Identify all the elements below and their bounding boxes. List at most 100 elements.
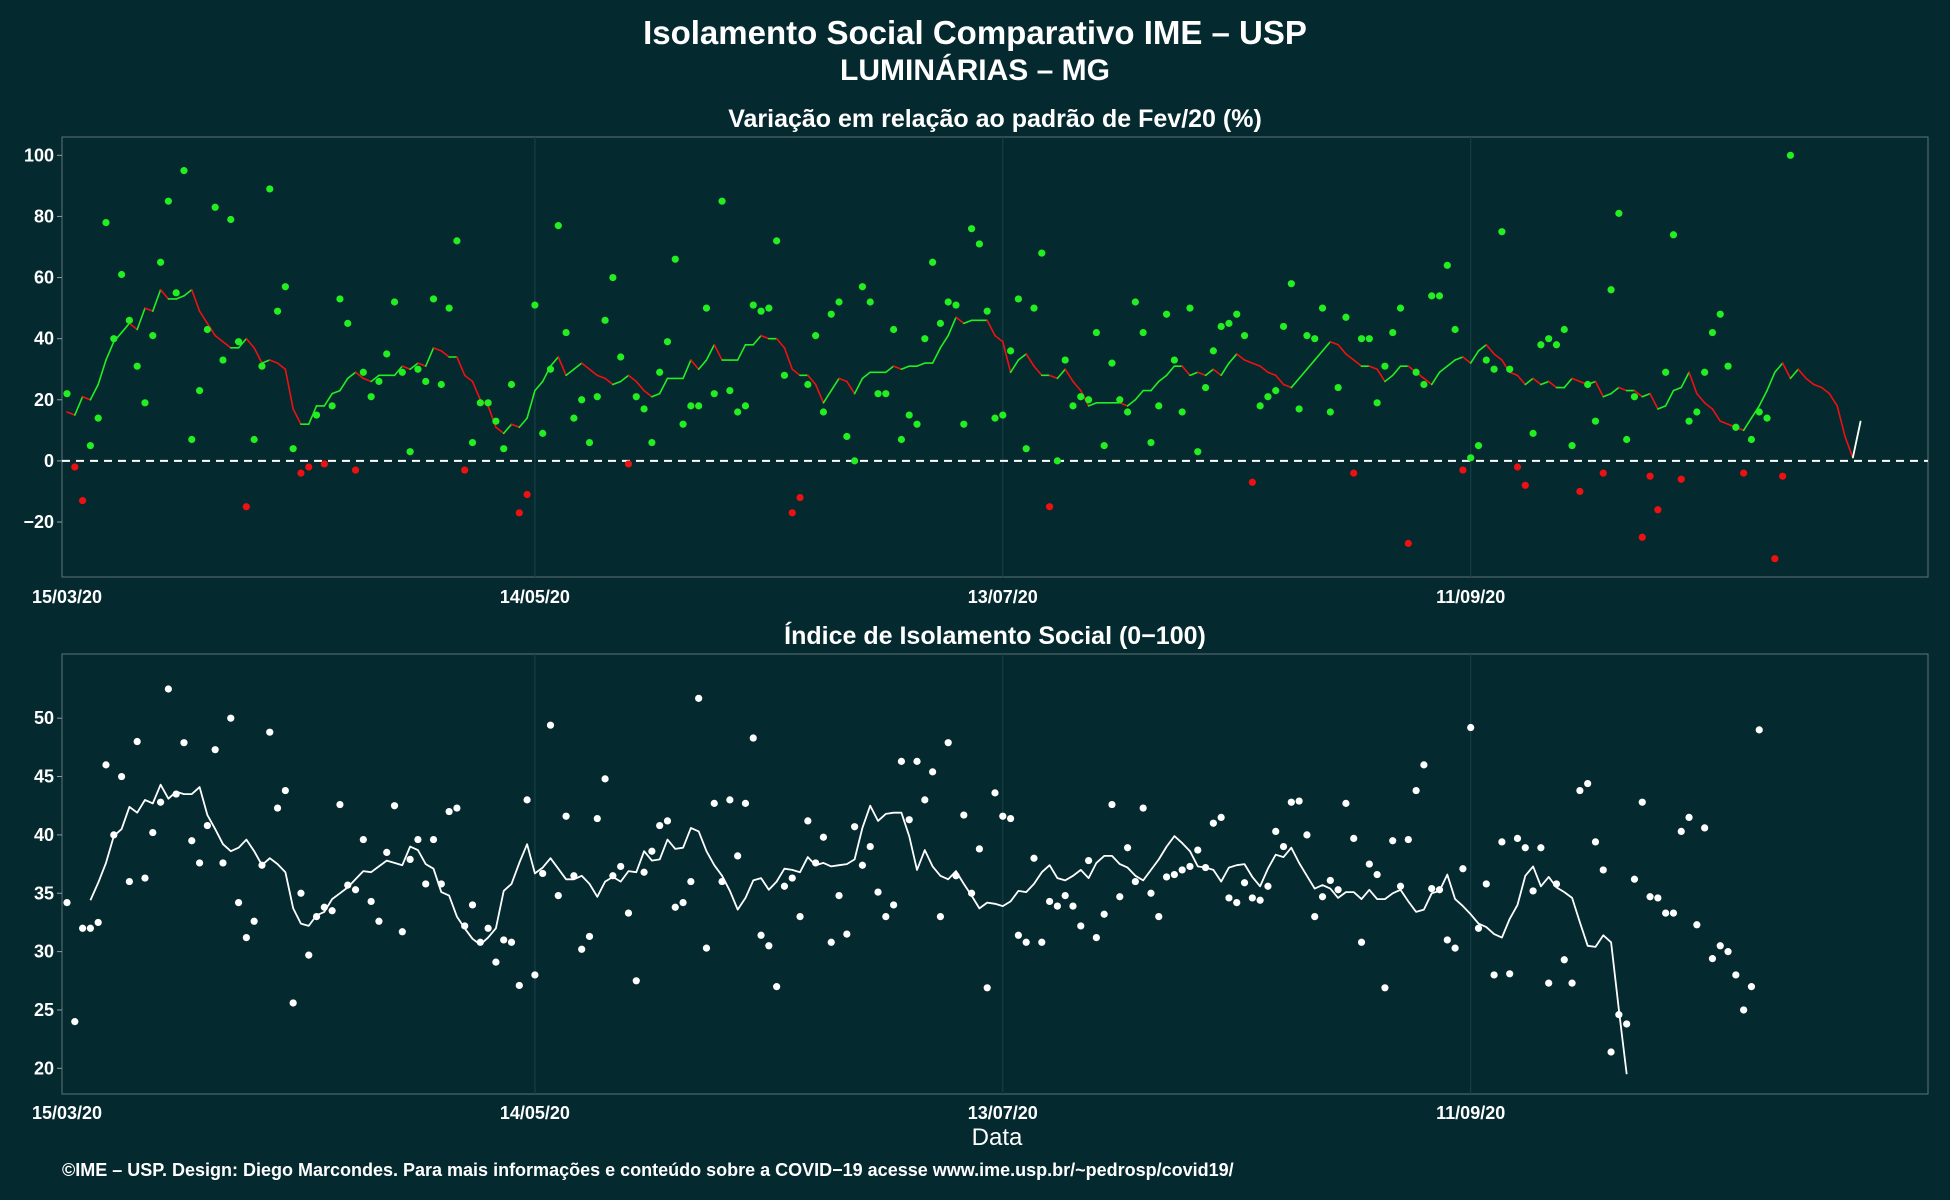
data-point xyxy=(999,411,1007,419)
data-point xyxy=(1443,936,1451,944)
data-point xyxy=(1233,898,1241,907)
moving-average-segment xyxy=(791,368,801,377)
moving-average-segment xyxy=(1220,362,1230,377)
moving-average-segment xyxy=(1056,368,1066,380)
data-point xyxy=(1155,912,1163,921)
data-point xyxy=(1693,408,1701,416)
data-point xyxy=(1521,844,1529,852)
moving-average-segment xyxy=(456,356,466,377)
data-point xyxy=(219,356,227,364)
data-point xyxy=(1209,819,1217,827)
data-point xyxy=(609,872,617,880)
data-point xyxy=(960,811,968,819)
data-point xyxy=(242,934,250,942)
data-point xyxy=(1123,408,1132,416)
data-point xyxy=(1412,786,1420,795)
data-point xyxy=(1334,383,1342,392)
x-tick-label: 13/07/20 xyxy=(968,1103,1038,1123)
data-point xyxy=(445,807,453,816)
data-point xyxy=(110,335,118,343)
data-point xyxy=(1303,831,1311,839)
moving-average-segment xyxy=(1851,420,1862,459)
data-point xyxy=(632,393,640,401)
data-point xyxy=(203,821,211,830)
data-point xyxy=(531,301,539,309)
y-tick-label: 0 xyxy=(44,451,54,471)
data-point xyxy=(390,802,399,810)
data-point xyxy=(117,270,126,279)
data-point xyxy=(1786,151,1795,159)
moving-average-segment xyxy=(198,310,209,325)
data-point xyxy=(1420,380,1428,389)
data-point xyxy=(1506,365,1514,373)
moving-average-segment xyxy=(1087,402,1098,407)
moving-average-segment xyxy=(526,389,536,419)
data-point xyxy=(640,405,648,413)
x-tick-label: 15/03/20 xyxy=(32,587,102,607)
data-point xyxy=(1389,328,1397,337)
moving-average-segment xyxy=(1462,356,1472,364)
data-point xyxy=(71,1018,79,1026)
data-point xyxy=(1116,396,1124,404)
moving-average-segment xyxy=(331,389,341,395)
data-point xyxy=(796,912,804,921)
data-point xyxy=(1623,1020,1631,1028)
data-point xyxy=(1186,304,1194,312)
data-point xyxy=(1701,824,1709,832)
data-point xyxy=(359,835,367,844)
y-tick-label: 80 xyxy=(34,206,54,226)
data-point xyxy=(1162,873,1171,881)
moving-average-segment xyxy=(1196,371,1207,377)
data-point xyxy=(476,399,484,407)
data-point xyxy=(71,463,79,471)
data-point xyxy=(1732,971,1740,979)
data-point xyxy=(1513,463,1522,471)
data-point xyxy=(648,847,656,855)
data-point xyxy=(1389,837,1397,845)
data-point xyxy=(929,768,937,776)
moving-average-segment xyxy=(81,395,92,401)
moving-average-segment xyxy=(1672,386,1683,392)
data-point xyxy=(227,215,235,224)
moving-average-segment xyxy=(955,316,965,325)
data-point xyxy=(1396,304,1405,312)
data-point xyxy=(1513,834,1522,843)
data-point xyxy=(1404,539,1412,547)
data-point xyxy=(827,938,835,946)
moving-average-segment xyxy=(565,368,575,377)
data-point xyxy=(1490,971,1498,979)
moving-average-segment xyxy=(1204,368,1215,377)
data-point xyxy=(1701,368,1709,376)
data-point xyxy=(897,435,906,444)
data-point xyxy=(1396,882,1405,890)
data-point xyxy=(1240,879,1249,887)
data-point xyxy=(94,918,102,927)
moving-average-segment xyxy=(245,337,255,349)
moving-average-segment xyxy=(151,288,162,312)
data-point xyxy=(1708,328,1717,337)
data-point xyxy=(1365,335,1373,343)
data-point xyxy=(1365,860,1373,868)
data-point xyxy=(897,757,906,765)
moving-average-segment xyxy=(370,374,380,383)
moving-average-segment xyxy=(939,334,950,349)
data-point xyxy=(1724,362,1732,370)
data-point xyxy=(1482,356,1490,364)
data-point xyxy=(242,503,250,511)
moving-average-segment xyxy=(1033,365,1043,377)
data-point xyxy=(1482,880,1490,888)
moving-average-segment xyxy=(931,347,942,364)
moving-average-segment xyxy=(1009,359,1020,374)
data-point xyxy=(1560,325,1568,334)
data-point xyxy=(63,898,71,907)
data-point xyxy=(1771,555,1779,563)
moving-average-segment xyxy=(534,380,544,392)
figure-title-line2: LUMINÁRIAS – MG xyxy=(840,53,1110,87)
data-point xyxy=(1155,402,1163,410)
moving-average-segment xyxy=(1079,389,1090,407)
data-point xyxy=(632,977,640,985)
data-point xyxy=(437,880,445,888)
data-point xyxy=(960,420,968,428)
data-point xyxy=(305,951,313,959)
